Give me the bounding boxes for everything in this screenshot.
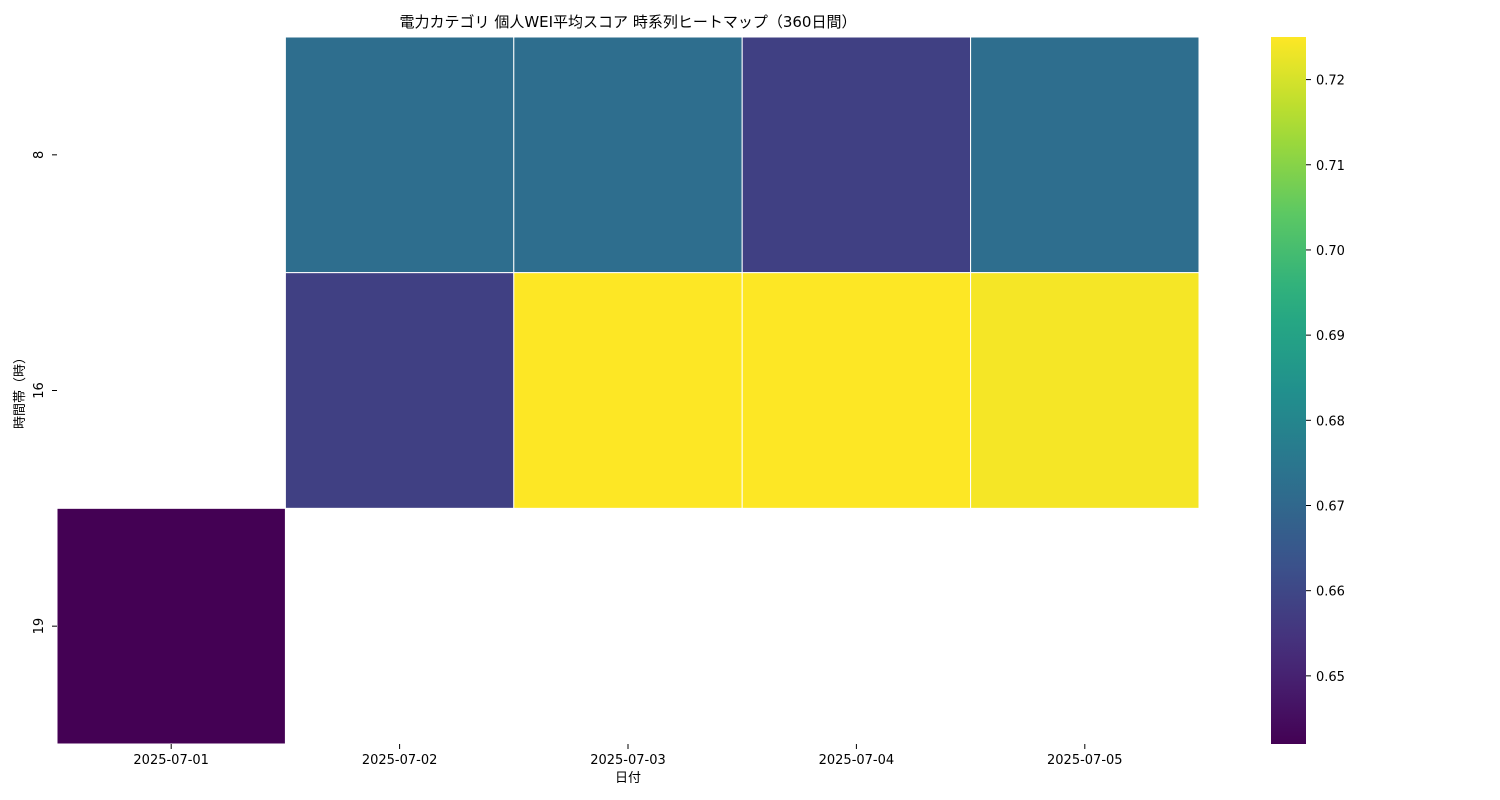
- colorbar-tick-label: 0.71: [1316, 159, 1345, 174]
- colorbar-tick-label: 0.67: [1316, 499, 1345, 514]
- heatmap-cell: [970, 272, 1200, 509]
- y-axis-ticks: 8 16 19: [32, 151, 57, 635]
- colorbar-tick-label: 0.72: [1316, 74, 1345, 89]
- y-tick-label: 8: [32, 151, 47, 159]
- y-tick-label: 19: [32, 618, 47, 635]
- x-tick-label: 2025-07-01: [133, 753, 209, 768]
- heatmap-cell: [513, 272, 743, 509]
- colorbar-tick-label: 0.66: [1316, 585, 1345, 600]
- x-tick-label: 2025-07-02: [362, 753, 438, 768]
- colorbar: [1271, 37, 1306, 744]
- heatmap-cells: [56, 36, 1200, 745]
- x-axis-ticks: 2025-07-01 2025-07-02 2025-07-03 2025-07-04…: [133, 744, 1123, 768]
- y-tick-label: 16: [32, 382, 47, 399]
- x-tick-label: 2025-07-03: [590, 753, 666, 768]
- colorbar-tick-label: 0.69: [1316, 329, 1345, 344]
- chart-title: 電力カテゴリ 個人WEI平均スコア 時系列ヒートマップ（360日間）: [400, 13, 857, 31]
- x-tick-label: 2025-07-05: [1047, 753, 1123, 768]
- colorbar-ticks: 0.65 0.66 0.67 0.68 0.69 0.70 0.71 0.72: [1306, 74, 1345, 685]
- heatmap-cell: [284, 272, 515, 509]
- heatmap-cell: [970, 36, 1200, 274]
- x-axis-label: 日付: [615, 771, 641, 786]
- heatmap-cell: [284, 36, 515, 274]
- heatmap-cell: [56, 507, 286, 745]
- heatmap-cell: [513, 36, 743, 274]
- colorbar-tick-label: 0.70: [1316, 244, 1345, 259]
- colorbar-tick-label: 0.68: [1316, 414, 1345, 429]
- x-tick-label: 2025-07-04: [819, 753, 895, 768]
- y-axis-label: 時間帯（時）: [13, 351, 28, 429]
- heatmap-cell: [741, 36, 972, 274]
- heatmap-cell: [741, 272, 972, 509]
- colorbar-tick-label: 0.65: [1316, 670, 1345, 685]
